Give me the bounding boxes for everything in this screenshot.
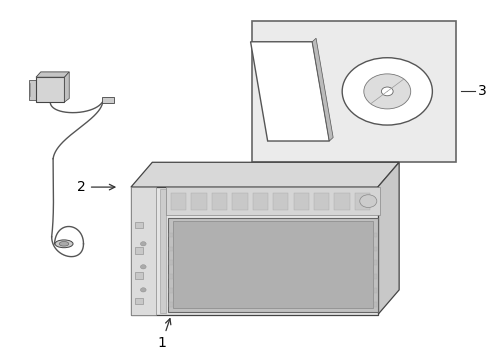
Bar: [131, 187, 377, 315]
Bar: [29, 80, 38, 100]
Bar: [373, 233, 376, 237]
Bar: [313, 193, 329, 210]
Bar: [170, 193, 186, 210]
Bar: [273, 193, 288, 210]
Ellipse shape: [55, 240, 73, 248]
Bar: [173, 221, 372, 308]
Bar: [293, 193, 308, 210]
Bar: [36, 77, 64, 102]
Bar: [160, 189, 166, 313]
Bar: [334, 193, 349, 210]
Bar: [169, 288, 172, 293]
Bar: [135, 273, 143, 279]
Circle shape: [342, 58, 431, 125]
Polygon shape: [64, 72, 69, 102]
Bar: [252, 193, 267, 210]
Bar: [131, 187, 155, 315]
Bar: [373, 247, 376, 251]
Bar: [102, 97, 114, 103]
Bar: [373, 261, 376, 265]
Circle shape: [140, 242, 146, 246]
Bar: [169, 274, 172, 279]
Circle shape: [381, 87, 392, 96]
Bar: [232, 193, 247, 210]
Bar: [169, 247, 172, 251]
Polygon shape: [312, 38, 332, 141]
Circle shape: [140, 265, 146, 269]
Ellipse shape: [59, 242, 69, 246]
Circle shape: [363, 74, 410, 109]
Bar: [373, 302, 376, 306]
Bar: [135, 222, 143, 229]
Circle shape: [140, 288, 146, 292]
Bar: [373, 288, 376, 293]
Bar: [169, 233, 172, 237]
Text: 1: 1: [157, 319, 170, 350]
Bar: [168, 218, 377, 312]
Bar: [211, 193, 226, 210]
Text: 3: 3: [476, 84, 485, 98]
Bar: [169, 261, 172, 265]
Bar: [191, 193, 206, 210]
Bar: [354, 193, 369, 210]
Bar: [166, 187, 379, 215]
Bar: [251, 21, 455, 162]
Polygon shape: [131, 162, 398, 187]
Bar: [135, 298, 143, 304]
Bar: [169, 302, 172, 306]
Polygon shape: [377, 162, 398, 315]
Polygon shape: [250, 42, 329, 141]
Polygon shape: [36, 72, 69, 77]
Bar: [373, 274, 376, 279]
Circle shape: [359, 195, 376, 207]
Bar: [135, 247, 143, 254]
Text: 2: 2: [77, 180, 115, 194]
